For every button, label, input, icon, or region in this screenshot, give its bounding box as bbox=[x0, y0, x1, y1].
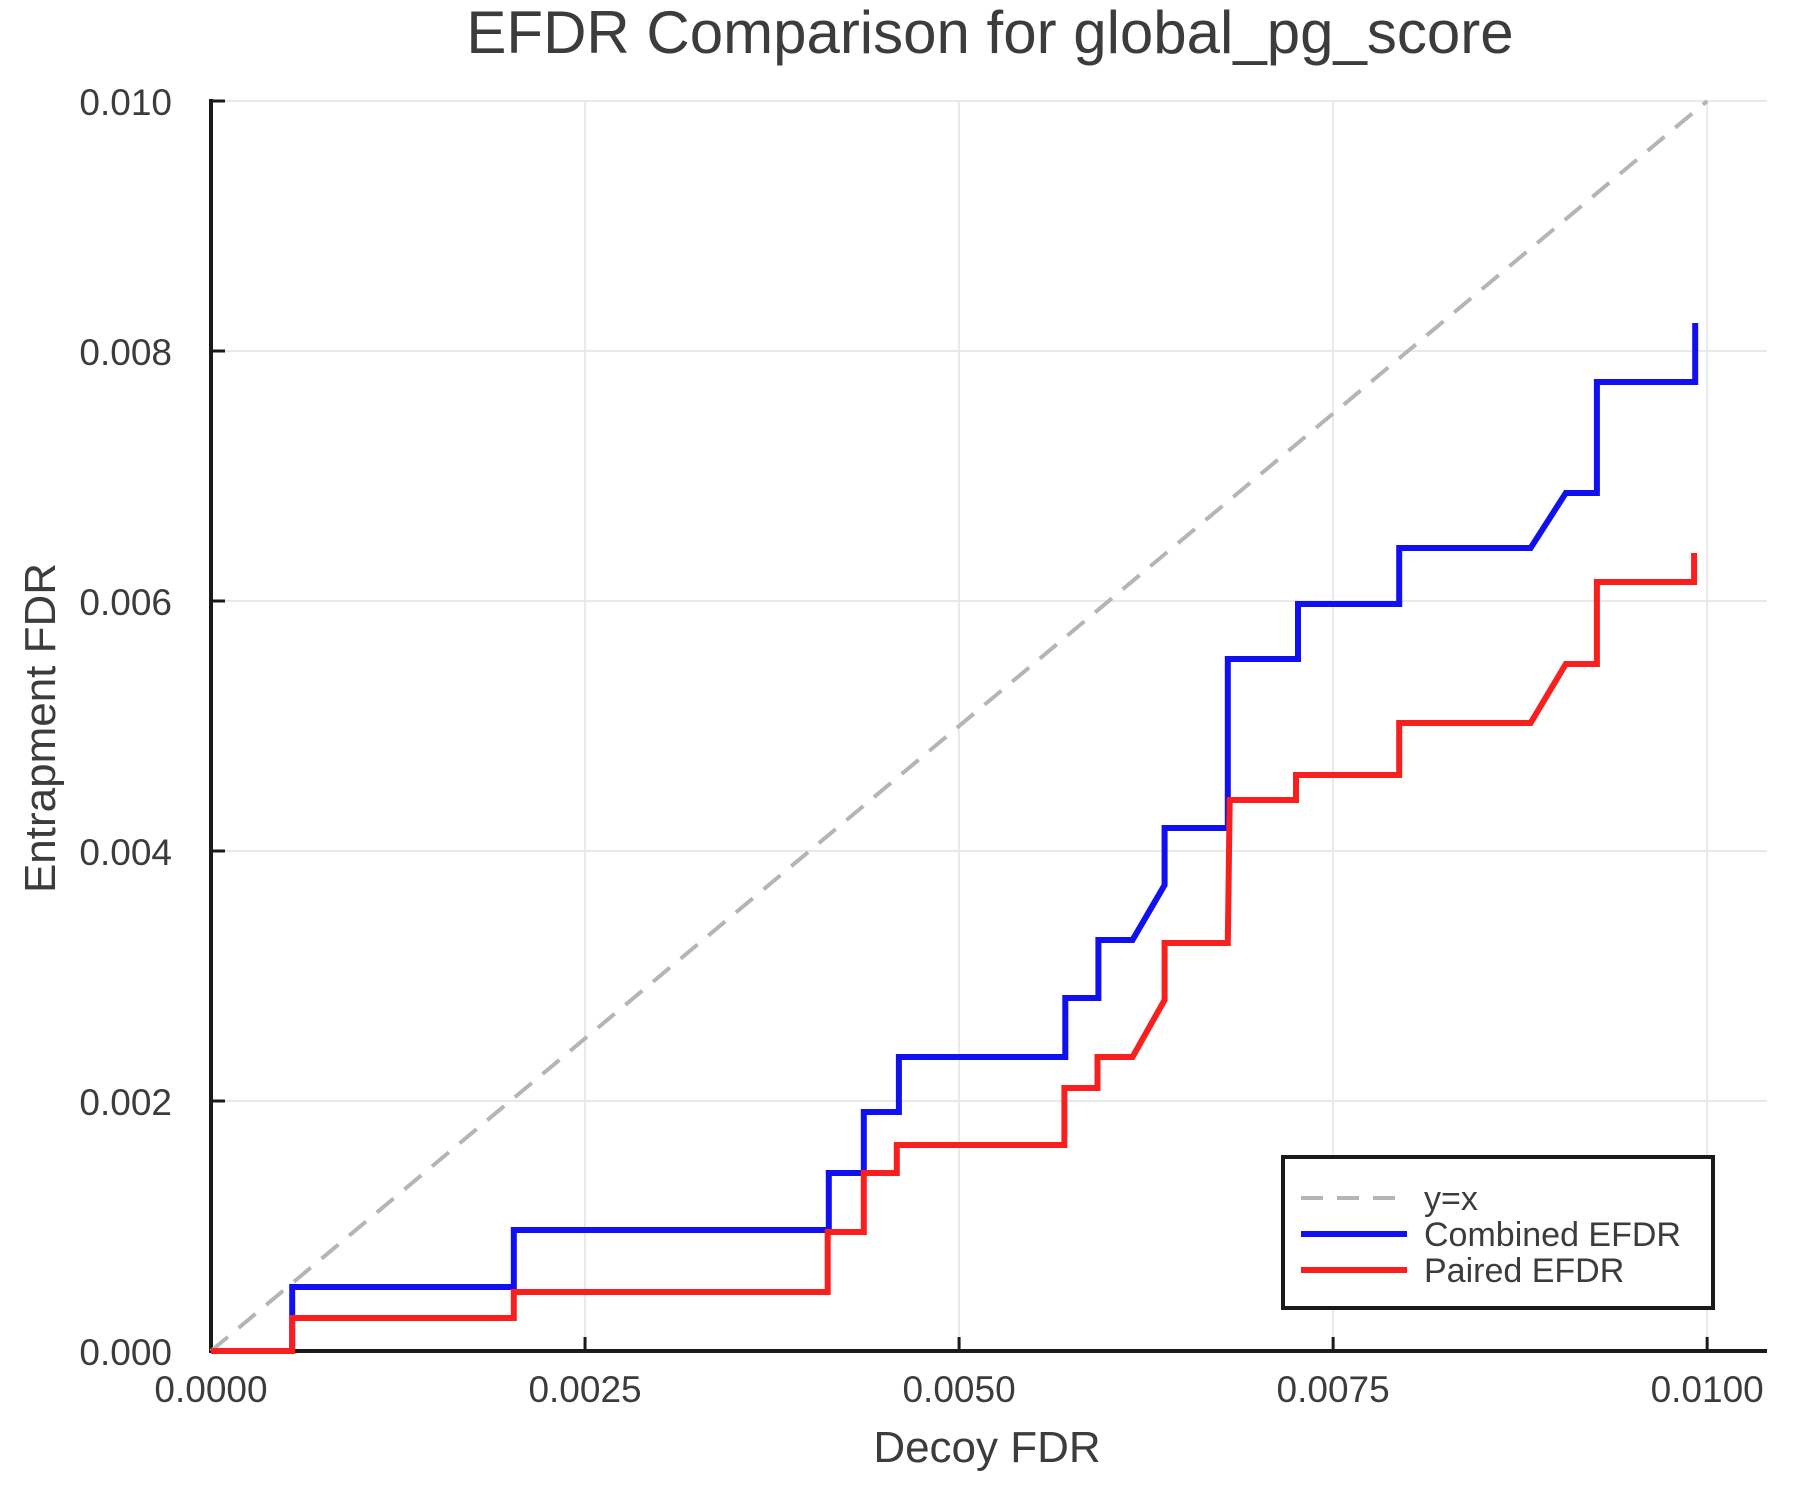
y-tick-label: 0.010 bbox=[79, 82, 172, 123]
x-axis-label: Decoy FDR bbox=[873, 1423, 1100, 1472]
x-tick-label: 0.0025 bbox=[528, 1369, 641, 1410]
y-tick-label: 0.006 bbox=[79, 582, 172, 623]
paired-efdr-line bbox=[211, 553, 1698, 1354]
plot-area: 0.0000 0.0025 0.0050 0.0075 0.0100 0.000 0.002… bbox=[79, 82, 1767, 1410]
y-tick-label: 0.004 bbox=[79, 832, 172, 873]
x-tick-label: 0.0050 bbox=[902, 1369, 1015, 1410]
x-tick-label: 0.0100 bbox=[1651, 1369, 1764, 1410]
yx-reference-line bbox=[209, 99, 1709, 1353]
combined-efdr-line bbox=[211, 323, 1699, 1354]
y-tick-label: 0.000 bbox=[79, 1332, 172, 1373]
y-axis-label: Entrapment FDR bbox=[16, 563, 65, 893]
legend: y=x Combined EFDR Paired EFDR bbox=[1281, 1155, 1715, 1310]
legend-label-combined-efdr: Combined EFDR bbox=[1424, 1216, 1681, 1254]
chart-title: EFDR Comparison for global_pg_score bbox=[466, 0, 1513, 66]
legend-label-paired-efdr: Paired EFDR bbox=[1424, 1252, 1624, 1290]
x-tick-label: 0.0075 bbox=[1277, 1369, 1390, 1410]
legend-label-yx: y=x bbox=[1424, 1180, 1478, 1218]
y-tick-label: 0.002 bbox=[79, 1082, 172, 1123]
x-tick-label: 0.0000 bbox=[154, 1369, 267, 1410]
y-tick-label: 0.008 bbox=[79, 332, 172, 373]
